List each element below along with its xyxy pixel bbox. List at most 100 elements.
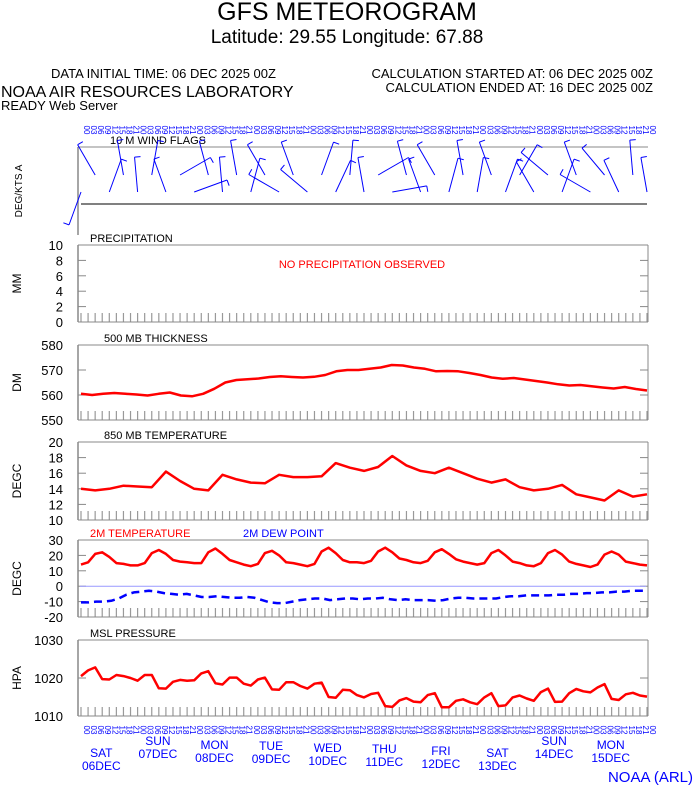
hour-label-bottom: 15: [344, 726, 353, 735]
y-tick-label: 18: [49, 451, 63, 466]
calc-started: CALCULATION STARTED AT: 06 DEC 2025 00Z: [371, 66, 653, 81]
hour-label-bottom: 09: [216, 726, 225, 735]
hour-label-bottom: 18: [351, 726, 360, 735]
hour-label-top: 00: [422, 126, 431, 135]
hour-label-bottom: 15: [570, 726, 579, 735]
hour-label-top: 21: [188, 126, 197, 135]
wind-barb: [559, 174, 591, 193]
hour-label-bottom: 09: [386, 726, 395, 735]
panel-title: 850 MB TEMPERATURE: [104, 430, 227, 442]
hour-label-top: 21: [301, 126, 310, 135]
wind-barb-flag: [516, 158, 522, 163]
hour-label-top: 09: [443, 126, 452, 135]
hour-label-top: 21: [584, 126, 593, 135]
wind-barb: [520, 152, 549, 176]
init-time: DATA INITIAL TIME: 06 DEC 2025 00Z: [51, 66, 276, 81]
panel-t2m: 2M TEMPERATURE 2M DEW POINT DEGC -20-100102…: [10, 528, 649, 625]
hour-label-top: 15: [570, 126, 579, 135]
date-label: 06DEC: [82, 759, 121, 773]
hour-label-top: 12: [110, 126, 119, 135]
wind-barb-flag: [457, 157, 464, 161]
hour-label-top: 18: [238, 126, 247, 135]
hour-label-top: 03: [429, 126, 438, 135]
hour-label-top: 15: [344, 126, 353, 135]
wind-barb: [416, 144, 436, 176]
series-line-t850: [80, 454, 648, 502]
hour-label-top: 00: [252, 126, 261, 135]
organization: NOAA AIR RESOURCES LABORATORY: [1, 84, 294, 101]
hour-label-top: 12: [563, 126, 572, 135]
hour-label-bottom: 03: [315, 726, 324, 735]
hour-label-bottom: 21: [415, 726, 424, 735]
hour-label-top: 18: [294, 126, 303, 135]
hour-label-bottom: 00: [195, 726, 204, 735]
wind-barb: [230, 140, 238, 176]
hour-label-top: 18: [521, 126, 530, 135]
wind-barb-flag: [603, 157, 610, 161]
hour-label-top: 09: [273, 126, 282, 135]
hour-label-bottom: 15: [117, 726, 126, 735]
hour-label-top: 21: [528, 126, 537, 135]
wind-barb: [151, 140, 159, 176]
wind-barb: [179, 157, 211, 176]
wind-barb: [248, 174, 280, 193]
wind-barb-flag: [397, 139, 404, 142]
hour-label-top: 00: [139, 126, 148, 135]
y-tick-label: 570: [41, 363, 63, 378]
wind-barb-flag: [483, 157, 490, 160]
hour-label-bottom: 03: [485, 726, 494, 735]
wind-barb-flag: [417, 141, 423, 146]
y-tick-label: 10: [49, 513, 63, 528]
wind-barb: [456, 140, 464, 176]
hour-label-top: 03: [372, 126, 381, 135]
hour-label-top: 06: [96, 126, 105, 135]
y-axis-label: MM: [10, 274, 24, 294]
wind-barb: [563, 141, 577, 176]
panel-title: MSL PRESSURE: [90, 628, 176, 640]
wind-barb: [77, 144, 96, 176]
y-tick-label: 8: [56, 253, 63, 268]
hour-label-top: 15: [457, 126, 466, 135]
hour-label-bottom: 09: [273, 726, 282, 735]
panel-pressure: MSL PRESSURE HPA 1010 1020 1030: [10, 628, 649, 724]
y-tick-label: 2: [56, 300, 63, 315]
hour-label-bottom: 06: [96, 726, 105, 735]
date-label: 10DEC: [308, 754, 347, 768]
date-label: 09DEC: [252, 752, 291, 766]
hour-label-bottom: 12: [337, 726, 346, 735]
hour-label-bottom: 12: [167, 726, 176, 735]
hour-label-top: 00: [535, 126, 544, 135]
series-line-pressure: [80, 666, 648, 709]
wind-barb: [448, 158, 459, 193]
hour-label-top: 15: [287, 126, 296, 135]
hour-label-bottom: 00: [82, 726, 91, 735]
hour-label-top: 03: [315, 126, 324, 135]
chart-title: GFS METEOROGRAM: [217, 0, 477, 26]
wind-barb-flag: [520, 147, 526, 153]
hour-label-bottom: 15: [174, 726, 183, 735]
hour-label-bottom: 21: [132, 726, 141, 735]
hour-label-top: 12: [167, 126, 176, 135]
hour-label-top: 21: [471, 126, 480, 135]
hour-label-bottom: 18: [124, 726, 133, 735]
hour-label-bottom: 12: [620, 726, 629, 735]
y-tick-label: 0: [56, 315, 63, 330]
hour-label-bottom: 06: [323, 726, 332, 735]
hour-label-bottom: 18: [464, 726, 473, 735]
hour-label-bottom: 03: [89, 726, 98, 735]
hour-label-bottom: 03: [259, 726, 268, 735]
hour-label-bottom: 03: [542, 726, 551, 735]
y-axis-label: DM: [10, 373, 24, 392]
hour-label-bottom: 00: [648, 726, 657, 735]
wind-barb-flag: [517, 158, 524, 162]
hour-label-bottom: 06: [492, 726, 501, 735]
hour-label-top: 06: [436, 126, 445, 135]
hour-label-top: 12: [620, 126, 629, 135]
hour-label-bottom: 00: [478, 726, 487, 735]
panel-title: 500 MB THICKNESS: [104, 333, 208, 345]
y-tick-label: 550: [41, 413, 63, 428]
series-line-t2m: [80, 546, 648, 569]
hour-label-top: 21: [641, 126, 650, 135]
hour-label-bottom: 18: [634, 726, 643, 735]
